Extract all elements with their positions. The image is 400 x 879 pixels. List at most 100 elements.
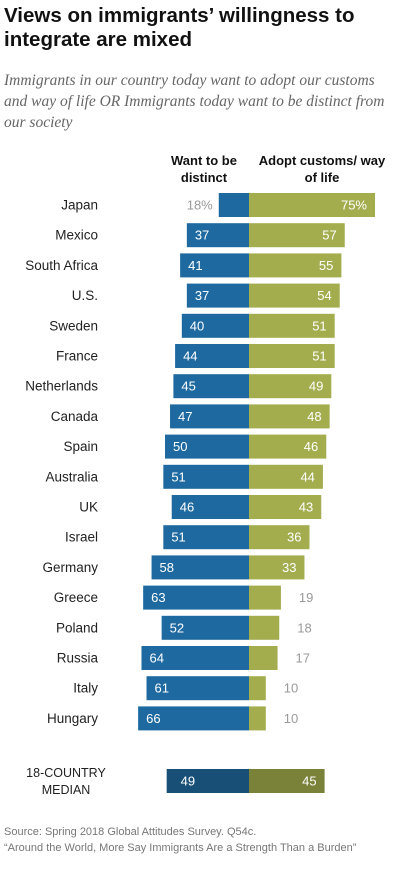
value-median-distinct: 49: [181, 774, 195, 789]
country-label-france: France: [56, 349, 98, 364]
value-distinct-canada: 47: [178, 409, 192, 424]
bar-adopt-netherlands: [249, 374, 332, 399]
bar-distinct-canada: [170, 404, 249, 429]
bar-distinct-sweden: [181, 313, 249, 338]
value-adopt-australia: 44: [300, 469, 314, 484]
value-distinct-russia: 64: [149, 651, 163, 666]
bar-adopt-mexico: [249, 223, 345, 248]
bar-adopt-japan: [249, 193, 375, 217]
bar-distinct-mexico: [186, 223, 249, 248]
value-distinct-sweden: 40: [190, 318, 204, 333]
bar-median-adopt: [249, 769, 325, 793]
value-distinct-netherlands: 45: [181, 379, 195, 394]
country-label-spain: Spain: [63, 439, 98, 454]
bar-adopt-israel: [249, 525, 310, 550]
chart-title: Views on immigrants’ willingness to inte…: [4, 4, 355, 51]
value-adopt-greece: 19: [299, 590, 313, 605]
bar-distinct-france: [175, 344, 249, 368]
country-label-germany: Germany: [42, 560, 98, 575]
country-label-israel: Israel: [65, 530, 98, 545]
bar-adopt-italy: [249, 676, 266, 701]
bar-adopt-uk: [249, 495, 322, 519]
value-adopt-germany: 33: [282, 560, 296, 575]
bar-adopt-australia: [249, 464, 323, 489]
value-distinct-hungary: 66: [146, 711, 160, 726]
value-median-adopt: 45: [302, 774, 316, 789]
bar-distinct-spain: [165, 434, 249, 459]
country-label-greece: Greece: [54, 590, 98, 605]
country-label-south-africa: South Africa: [25, 258, 98, 273]
value-distinct-mexico: 37: [195, 228, 209, 243]
country-label-mexico: Mexico: [55, 228, 98, 243]
bar-adopt-poland: [249, 615, 280, 640]
value-adopt-italy: 10: [284, 681, 298, 696]
value-adopt-israel: 36: [287, 530, 301, 545]
bar-adopt-germany: [249, 555, 305, 580]
value-distinct-france: 44: [183, 349, 197, 364]
country-label-sweden: Sweden: [49, 318, 98, 333]
bar-adopt-greece: [249, 585, 281, 610]
bar-distinct-russia: [141, 646, 249, 670]
median-label-line1: 18-COUNTRY: [26, 766, 106, 780]
bar-adopt-hungary: [249, 706, 266, 731]
value-distinct-japan: 18%: [187, 198, 213, 213]
country-label-netherlands: Netherlands: [25, 379, 98, 394]
value-adopt-canada: 48: [307, 409, 321, 424]
bar-distinct-germany: [151, 555, 249, 580]
country-label-poland: Poland: [56, 620, 98, 635]
bar-adopt-france: [249, 344, 335, 368]
value-adopt-mexico: 57: [322, 228, 336, 243]
country-label-russia: Russia: [57, 651, 99, 666]
value-distinct-greece: 63: [151, 590, 165, 605]
value-adopt-sweden: 51: [312, 318, 326, 333]
country-label-canada: Canada: [51, 409, 99, 424]
value-adopt-france: 51: [312, 349, 326, 364]
value-distinct-u-s: 37: [195, 288, 209, 303]
bar-distinct-japan: [218, 193, 249, 217]
bar-adopt-canada: [249, 404, 330, 429]
value-distinct-uk: 46: [180, 500, 194, 515]
bar-adopt-south-africa: [249, 253, 342, 278]
header-want-distinct: Want to be distinct: [171, 153, 237, 185]
bar-adopt-spain: [249, 434, 327, 459]
bar-distinct-south-africa: [180, 253, 249, 278]
value-distinct-germany: 58: [160, 560, 174, 575]
bar-distinct-australia: [163, 464, 249, 489]
bar-adopt-u-s: [249, 283, 340, 308]
source-line: Source: Spring 2018 Global Attitudes Sur…: [4, 826, 257, 838]
value-adopt-russia: 17: [296, 651, 310, 666]
bar-adopt-russia: [249, 646, 278, 670]
bar-distinct-poland: [161, 615, 249, 640]
header-adopt-customs: Adopt customs/ way of life: [258, 153, 386, 185]
value-adopt-hungary: 10: [284, 711, 298, 726]
bar-distinct-hungary: [138, 706, 249, 731]
value-distinct-spain: 50: [173, 439, 187, 454]
country-label-u-s: U.S.: [72, 288, 98, 303]
country-label-japan: Japan: [61, 198, 98, 213]
source-note: Source: Spring 2018 Global Attitudes Sur…: [4, 824, 396, 856]
bar-distinct-israel: [163, 525, 249, 550]
report-title: “Around the World, More Say Immigrants A…: [4, 842, 357, 854]
value-adopt-south-africa: 55: [319, 258, 333, 273]
value-adopt-u-s: 54: [317, 288, 331, 303]
country-label-uk: UK: [79, 500, 98, 515]
value-distinct-poland: 52: [170, 620, 184, 635]
bar-distinct-u-s: [186, 283, 249, 308]
value-distinct-italy: 61: [155, 681, 169, 696]
value-adopt-netherlands: 49: [309, 379, 323, 394]
bar-distinct-greece: [143, 585, 249, 610]
value-adopt-japan: 75%: [341, 198, 367, 213]
bar-distinct-netherlands: [173, 374, 249, 399]
chart-subtitle: Immigrants in our country today want to …: [4, 72, 385, 131]
value-distinct-south-africa: 41: [188, 258, 202, 273]
bar-adopt-sweden: [249, 313, 335, 338]
bar-distinct-italy: [146, 676, 249, 701]
bar-median-distinct: [166, 769, 249, 793]
value-adopt-spain: 46: [304, 439, 318, 454]
median-label-line2: MEDIAN: [42, 783, 91, 797]
value-distinct-israel: 51: [171, 530, 185, 545]
value-adopt-uk: 43: [299, 500, 313, 515]
value-distinct-australia: 51: [171, 469, 185, 484]
bar-distinct-uk: [171, 495, 249, 519]
